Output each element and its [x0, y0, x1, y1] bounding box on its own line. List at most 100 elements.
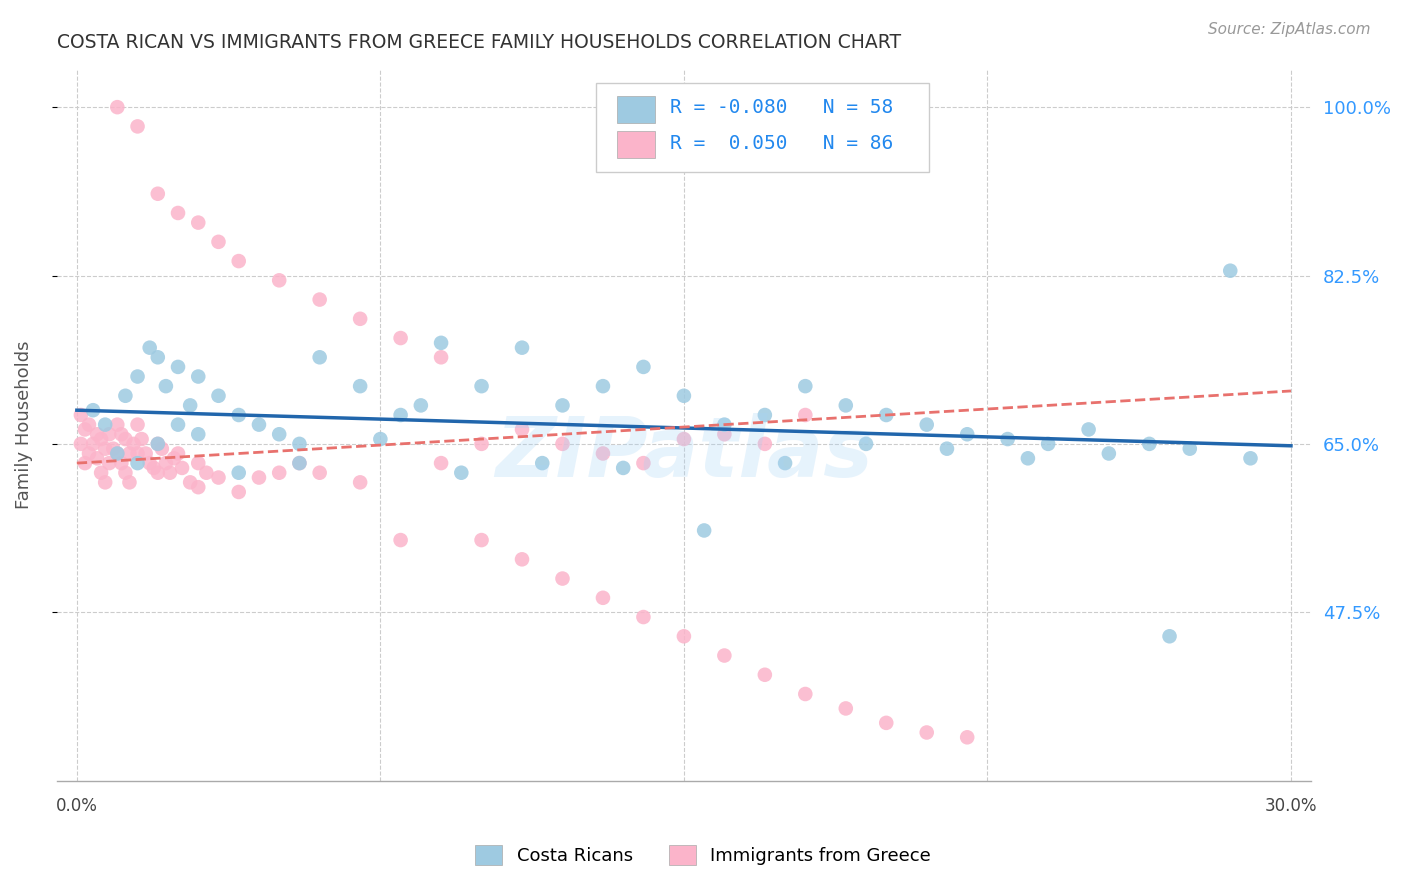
Point	[409, 398, 432, 412]
Point	[90, 432, 112, 446]
Point	[167, 359, 190, 374]
Point	[228, 485, 250, 500]
Point	[127, 417, 149, 432]
Point	[633, 456, 655, 470]
Point	[633, 359, 655, 374]
Point	[754, 437, 776, 451]
Point	[269, 466, 291, 480]
Point	[247, 417, 270, 432]
Point	[118, 446, 141, 460]
FancyBboxPatch shape	[617, 96, 655, 123]
Point	[470, 533, 492, 547]
Point	[1219, 263, 1241, 277]
Point	[187, 480, 209, 494]
Point	[105, 446, 128, 460]
Point	[308, 293, 330, 307]
Point	[855, 437, 877, 451]
Point	[875, 408, 897, 422]
Point	[389, 533, 412, 547]
Point	[73, 422, 96, 436]
Point	[936, 442, 959, 456]
Point	[150, 442, 173, 456]
Point	[612, 461, 634, 475]
Point	[131, 432, 153, 446]
Point	[159, 466, 181, 480]
Point	[875, 715, 897, 730]
Point	[915, 725, 938, 739]
Point	[146, 437, 169, 451]
Point	[308, 351, 330, 365]
Point	[1137, 437, 1160, 451]
Point	[146, 437, 169, 451]
Point	[142, 461, 165, 475]
FancyBboxPatch shape	[617, 130, 655, 158]
Point	[98, 427, 121, 442]
Text: R = -0.080   N = 58: R = -0.080 N = 58	[671, 98, 893, 118]
Point	[835, 701, 858, 715]
Point	[187, 216, 209, 230]
Point	[146, 466, 169, 480]
Point	[94, 417, 117, 432]
Point	[138, 456, 160, 470]
Point	[110, 427, 132, 442]
Point	[713, 648, 735, 663]
Point	[90, 466, 112, 480]
Point	[167, 417, 190, 432]
Text: R =  0.050   N = 86: R = 0.050 N = 86	[671, 134, 893, 153]
Point	[510, 422, 533, 436]
Point	[105, 446, 128, 460]
Point	[105, 417, 128, 432]
Point	[127, 369, 149, 384]
Point	[370, 432, 392, 446]
Point	[195, 466, 218, 480]
Point	[672, 432, 695, 446]
Point	[835, 398, 858, 412]
Point	[207, 470, 229, 484]
Point	[288, 456, 311, 470]
Point	[82, 403, 104, 417]
Point	[269, 427, 291, 442]
Point	[592, 591, 614, 605]
Point	[114, 389, 136, 403]
Point	[86, 451, 108, 466]
Point	[207, 235, 229, 249]
Point	[633, 610, 655, 624]
Point	[103, 442, 125, 456]
Point	[82, 437, 104, 451]
Point	[98, 456, 121, 470]
Point	[207, 389, 229, 403]
Point	[430, 351, 453, 365]
Text: ZIPatlas: ZIPatlas	[495, 413, 873, 493]
Point	[794, 379, 817, 393]
Point	[127, 120, 149, 134]
Point	[170, 461, 193, 475]
Point	[1239, 451, 1261, 466]
Point	[94, 475, 117, 490]
Point	[956, 731, 979, 745]
Point	[122, 437, 145, 451]
Point	[389, 331, 412, 345]
Point	[105, 100, 128, 114]
Point	[1178, 442, 1201, 456]
Point	[349, 475, 371, 490]
Point	[127, 446, 149, 460]
Point	[794, 408, 817, 422]
Point	[1017, 451, 1039, 466]
Point	[956, 427, 979, 442]
Point	[510, 341, 533, 355]
Text: Source: ZipAtlas.com: Source: ZipAtlas.com	[1208, 22, 1371, 37]
Point	[470, 379, 492, 393]
Point	[551, 572, 574, 586]
Point	[510, 552, 533, 566]
Point	[997, 432, 1019, 446]
Point	[915, 417, 938, 432]
Point	[163, 451, 186, 466]
Point	[389, 408, 412, 422]
Point	[308, 466, 330, 480]
Point	[288, 456, 311, 470]
Point	[114, 432, 136, 446]
Point	[693, 524, 716, 538]
Point	[349, 379, 371, 393]
Point	[1036, 437, 1059, 451]
Point	[138, 341, 160, 355]
